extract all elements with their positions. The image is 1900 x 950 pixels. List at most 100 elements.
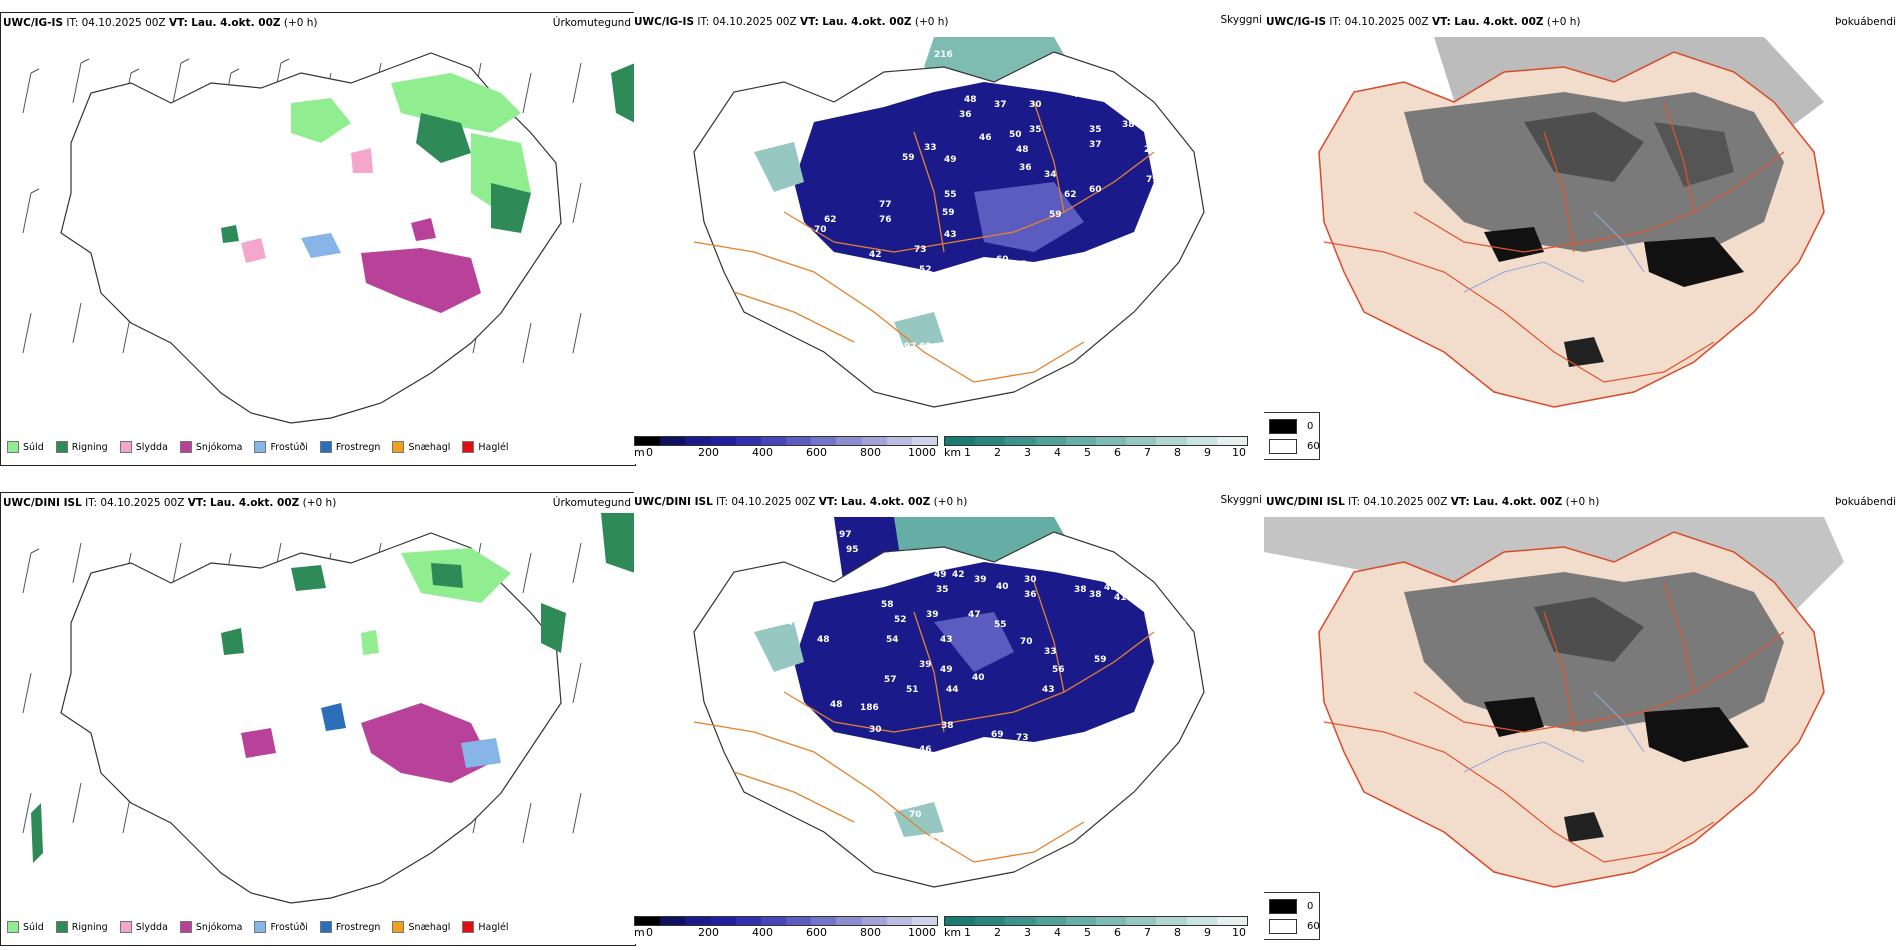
vis-label: 70 [909, 810, 922, 820]
cbar-cell [735, 917, 761, 925]
vis-label: 51 [906, 685, 919, 695]
vis-label: 57 [1114, 735, 1127, 745]
vis-label: 73 [1094, 260, 1107, 270]
vis-label: 51 [1134, 720, 1147, 730]
km-tick: 10 [1232, 446, 1246, 459]
visibility-map-top: 216 48 37 30 45 36 50 35 35 38 33 59 49 … [634, 12, 1264, 464]
vis-label: 39 [1054, 740, 1067, 750]
height-ticks-bottom: m 0 200 400 600 800 1000 [634, 926, 944, 940]
fog-legend-row: 60 [1269, 919, 1320, 934]
vis-label: 39 [1171, 185, 1184, 195]
cbar-cell [1096, 437, 1127, 445]
it-prefix: IT: [697, 16, 710, 28]
legend-swatch [7, 441, 19, 453]
height-tick: 600 [806, 446, 827, 459]
vt-value: Lau. 4.okt. 00Z [822, 16, 912, 28]
legend-swatch [392, 921, 405, 933]
km-ticks-bottom: km 1 2 3 4 5 6 7 8 9 10 [944, 926, 1259, 940]
km-tick: 3 [1024, 446, 1031, 459]
legend-item: Frostregn [319, 921, 380, 933]
cbar-cell [861, 917, 887, 925]
legend-swatch [254, 921, 267, 933]
cbar-cell [836, 917, 862, 925]
legend-swatch [119, 921, 132, 933]
legend-swatch [462, 441, 475, 453]
cbar-cell [685, 437, 711, 445]
km-tick: 5 [1084, 926, 1091, 939]
vis-label: 49 [940, 665, 953, 675]
km-tick: 3 [1024, 926, 1031, 939]
cbar-cell [1126, 917, 1157, 925]
vis-label: 38 [1089, 590, 1102, 600]
vt-prefix: VT: [818, 496, 838, 508]
vis-label: 77 [879, 200, 892, 210]
vis-label: 56 [1052, 665, 1065, 675]
vis-label: 43 [1042, 685, 1055, 695]
vis-label: 57 [884, 675, 897, 685]
it-value: 04.10.2025 00Z [731, 496, 816, 508]
vis-label: 59 [942, 208, 955, 218]
vis-label: 34 [1044, 170, 1057, 180]
vt-value: Lau. 4.okt. 00Z [1473, 496, 1563, 508]
vis-label: 29 [1144, 145, 1157, 155]
visibility-map-bottom: 97 95 148 49 42 39 40 30 38 48 35 36 38 … [634, 492, 1264, 944]
cbar-cell [660, 917, 686, 925]
vis-label: 42 [869, 250, 882, 260]
legend-item: Haglél [462, 441, 509, 453]
cbar-cell [886, 917, 912, 925]
fog-legend-top: 0 60 [1264, 412, 1320, 460]
legend-swatch [179, 441, 192, 453]
legend-label: Snjókoma [195, 441, 243, 453]
legend-swatch [392, 441, 405, 453]
cbar-cell [710, 917, 736, 925]
legend-item: Haglél [462, 921, 509, 933]
legend-swatch [119, 441, 132, 453]
height-ticks-top: m 0 200 400 600 800 1000 [634, 446, 944, 460]
vis-label: 97 [839, 530, 852, 540]
km-tick: 2 [994, 446, 1001, 459]
cbar-cell [1005, 917, 1036, 925]
vis-label: 105 [729, 230, 748, 240]
km-ticks-top: km 1 2 3 4 5 6 7 8 9 10 [944, 446, 1259, 460]
legend-item: Snæhagl [392, 441, 450, 453]
vis-label: 55 [994, 620, 1007, 630]
fog-legend-bottom: 0 60 [1264, 892, 1320, 940]
km-tick: 1 [964, 446, 971, 459]
legend-item: Snjókoma [179, 921, 242, 933]
legend-swatch [7, 921, 19, 933]
precip-legend-top: Súld Rigning Slydda Snjókoma Frostúði Fr… [7, 441, 521, 453]
cbar-cell [1065, 917, 1097, 925]
legend-label: Snæhagl [408, 441, 451, 453]
legend-item: Rigning [55, 921, 108, 933]
it-prefix: IT: [1329, 16, 1342, 28]
cbar-cell [836, 437, 862, 445]
height-tick: 600 [806, 926, 827, 939]
vt-prefix: VT: [1431, 16, 1451, 28]
height-tick: 200 [698, 446, 719, 459]
visibility-panel-bottom: 97 95 148 49 42 39 40 30 38 48 35 36 38 … [634, 492, 1264, 944]
legend-item: Snjókoma [179, 441, 243, 453]
km-tick: 9 [1204, 446, 1211, 459]
cbar-cell [710, 437, 736, 445]
legend-label: Rigning [71, 921, 108, 933]
model-label: UWC/DINI ISL [3, 497, 82, 509]
vis-label: 186 [860, 703, 879, 713]
fog-legend-row: 0 [1269, 899, 1313, 914]
vis-label: 59 [1049, 210, 1062, 220]
fog-panel-bottom: UWC/DINI ISL IT: 04.10.2025 00Z VT: Lau.… [1264, 492, 1900, 944]
vis-label: 48 [830, 700, 843, 710]
model-label: UWC/DINI ISL [634, 496, 713, 508]
vis-label: 95 [846, 545, 859, 555]
vis-label: 52 [919, 265, 932, 275]
panel-title-precip-top: Úrkomutegund [552, 17, 631, 29]
cbar-cell [1065, 437, 1097, 445]
legend-swatch [179, 921, 192, 933]
vis-label: 45 [1072, 90, 1085, 100]
km-tick: 8 [1174, 926, 1181, 939]
legend-label: Súld [23, 921, 44, 933]
cbar-cell [975, 437, 1006, 445]
panel-header-bottom-fog: UWC/DINI ISL IT: 04.10.2025 00Z VT: Lau.… [1266, 496, 1599, 508]
km-unit: km [944, 446, 962, 459]
cbar-cell [975, 917, 1006, 925]
legend-swatch [319, 921, 332, 933]
